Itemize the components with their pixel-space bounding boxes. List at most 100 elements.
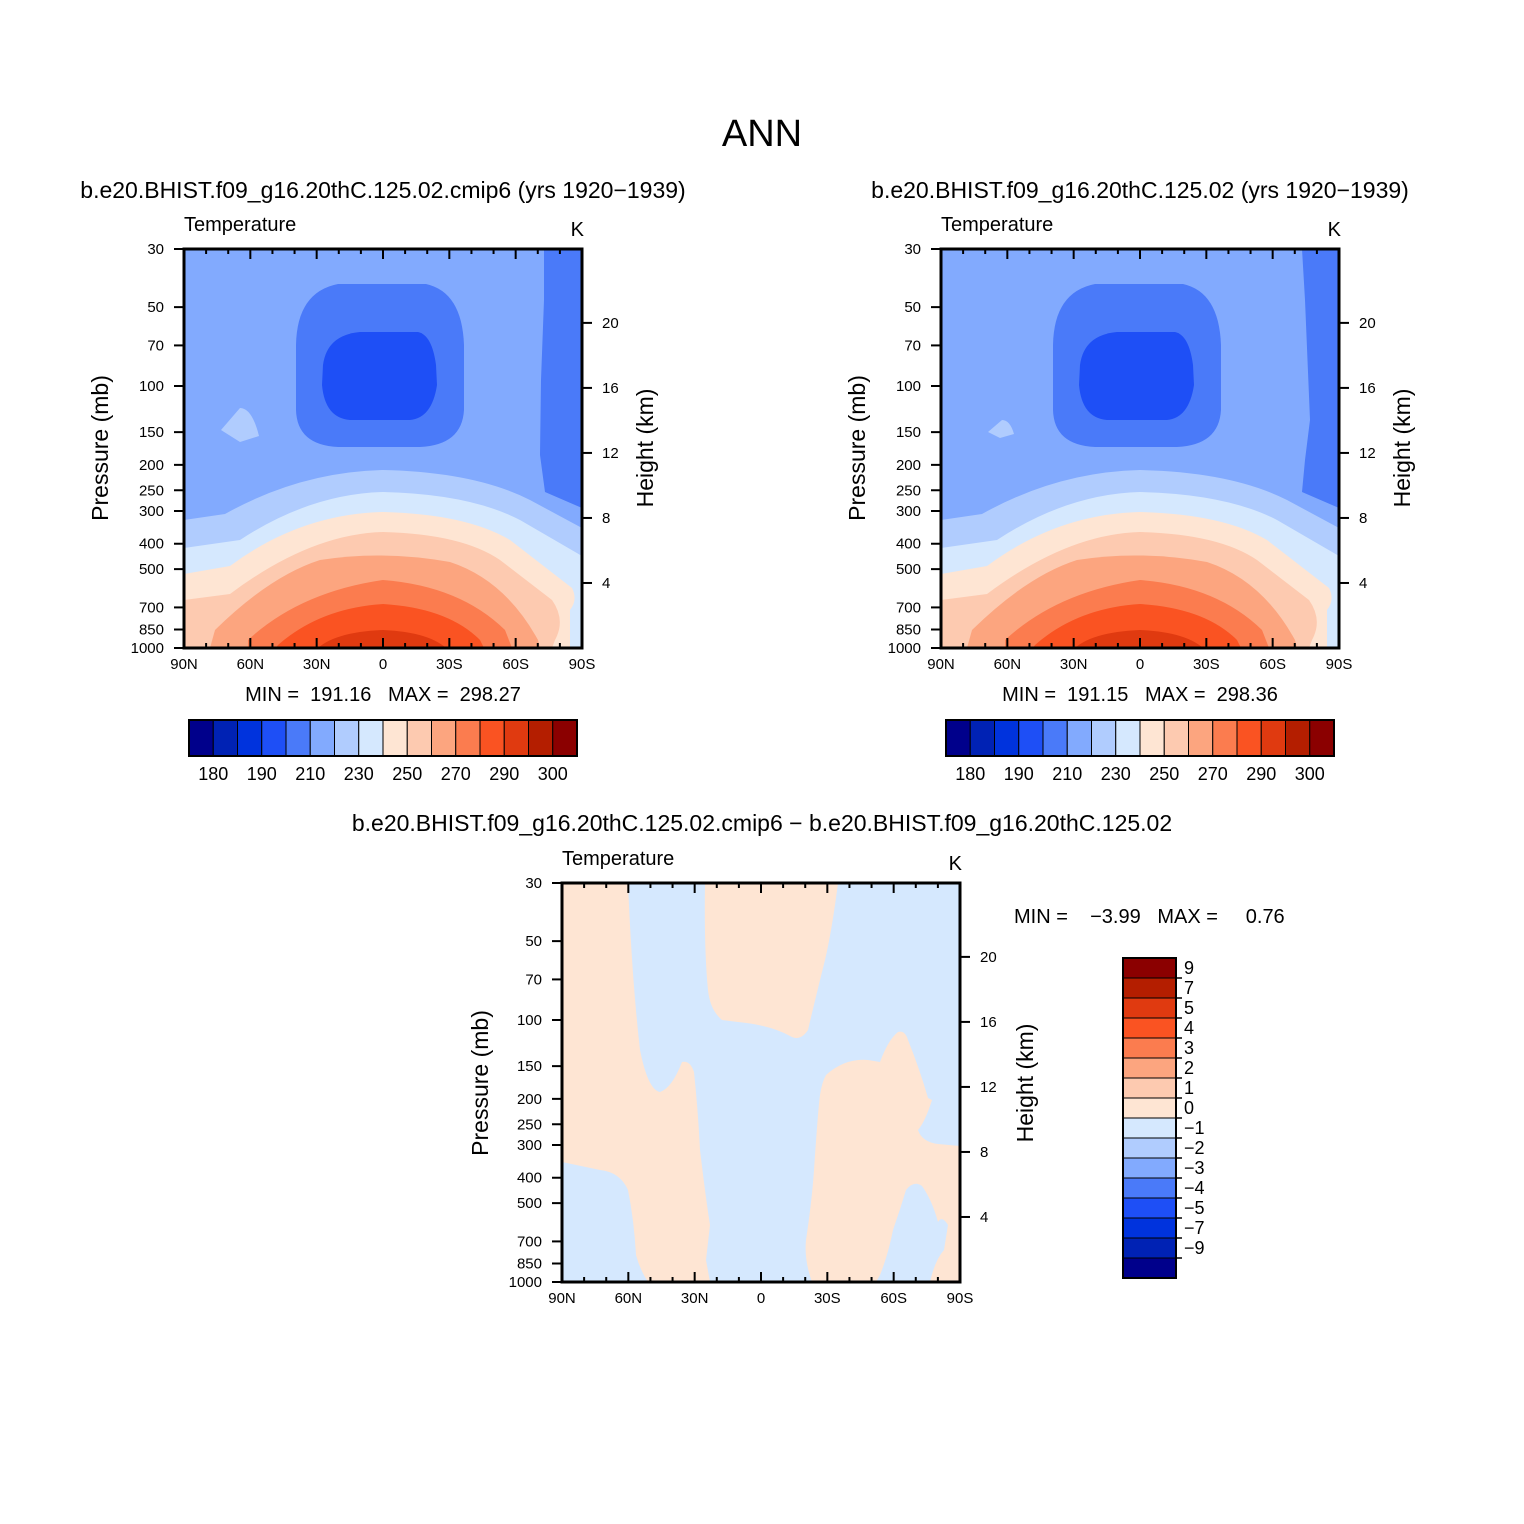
colorbar-swatch: [503, 719, 529, 757]
y-tick-label-left: 700: [517, 1233, 542, 1250]
colorbar-label: 290: [489, 764, 519, 784]
colorbar-label: −1: [1184, 1118, 1205, 1138]
panel-difference: b.e20.BHIST.f09_g16.20thC.125.02.cmip6 −…: [352, 810, 1285, 1307]
units-label: K: [949, 853, 963, 875]
x-tick-label: 30N: [303, 656, 331, 673]
ylabel-left: Pressure (mb): [844, 375, 870, 521]
x-tick-label: 30N: [681, 1290, 709, 1307]
y-tick-label-left: 500: [139, 561, 164, 578]
colorbar-swatch: [1260, 719, 1286, 757]
fill-270: [276, 604, 484, 648]
y-tick-label-left: 700: [139, 599, 164, 616]
y-tick-label-right: 16: [602, 380, 619, 397]
colorbar-label: 300: [1295, 764, 1325, 784]
y-tick-label-right: 8: [1359, 510, 1367, 527]
colorbar-swatch: [1122, 1017, 1177, 1039]
colorbar-swatch: [1066, 719, 1092, 757]
colorbar-swatch: [1285, 719, 1311, 757]
colorbar-swatch: [285, 719, 311, 757]
y-tick-label-right: 20: [980, 949, 997, 966]
y-tick-label-left: 70: [147, 337, 164, 354]
colorbar: 180 190 210 230 250 270 290 300: [945, 719, 1335, 784]
x-tick-label: 60N: [615, 1290, 643, 1307]
colorbar-swatch: [1122, 1037, 1177, 1059]
colorbar-swatch: [1122, 1177, 1177, 1199]
fill-0-1-south: [805, 1031, 960, 1282]
colorbar-swatch: [1018, 719, 1044, 757]
ylabel-right: Height (km): [632, 389, 658, 508]
panel-baseline: b.e20.BHIST.f09_g16.20thC.125.02 (yrs 19…: [844, 177, 1415, 784]
y-tick-label-left: 150: [896, 424, 921, 441]
colorbar-swatch: [1122, 1117, 1177, 1139]
y-tick-label-left: 150: [139, 424, 164, 441]
colorbar-swatch: [945, 719, 971, 757]
colorbar-swatch: [1122, 1077, 1177, 1099]
y-tick-label-left: 850: [139, 622, 164, 639]
colorbar-swatch: [1122, 1057, 1177, 1079]
x-tick-label: 90N: [927, 656, 955, 673]
y-tick-label-left: 400: [517, 1170, 542, 1187]
colorbar-swatch: [188, 719, 214, 757]
colorbar-label: 7: [1184, 978, 1194, 998]
fill-270: [1033, 604, 1241, 648]
colorbar-label: 250: [392, 764, 422, 784]
colorbar-label: 190: [1004, 764, 1034, 784]
y-tick-label-left: 100: [896, 378, 921, 395]
y-tick-label-right: 8: [602, 510, 610, 527]
colorbar-swatch: [1309, 719, 1335, 757]
colorbar-swatch: [261, 719, 287, 757]
min-max-stats: MIN = 191.16 MAX = 298.27: [245, 684, 521, 706]
axis-ticks: 90N 60N 30N 0 30S 60S 90S 30 50 70 100 150 200 250 300…: [131, 241, 619, 673]
y-tick-label-left: 50: [525, 933, 542, 950]
y-tick-label-left: 150: [517, 1058, 542, 1075]
y-tick-label-right: 8: [980, 1144, 988, 1161]
y-tick-label-left: 30: [904, 241, 921, 258]
colorbar-label: 180: [198, 764, 228, 784]
colorbar-swatch: [1042, 719, 1068, 757]
y-tick-label-left: 200: [517, 1091, 542, 1108]
x-tick-label: 0: [1136, 656, 1144, 673]
colorbar-label: −3: [1184, 1158, 1205, 1178]
colorbar-swatch: [1236, 719, 1262, 757]
y-tick-label-left: 300: [139, 503, 164, 520]
y-tick-label-left: 500: [896, 561, 921, 578]
ylabel-right: Height (km): [1389, 389, 1415, 508]
y-tick-label-left: 250: [139, 482, 164, 499]
fill-185-tropics: [322, 332, 437, 420]
variable-label: Temperature: [941, 214, 1053, 236]
colorbar-swatch: [1212, 719, 1238, 757]
colorbar-label: 210: [295, 764, 325, 784]
y-tick-label-left: 50: [147, 299, 164, 316]
y-tick-label-right: 12: [980, 1079, 997, 1096]
colorbar-swatch: [309, 719, 335, 757]
colorbar-label: 190: [247, 764, 277, 784]
y-tick-label-left: 1000: [131, 640, 164, 657]
colorbar-swatch: [1122, 957, 1177, 979]
y-tick-label-right: 12: [1359, 445, 1376, 462]
figure-title: ANN: [722, 113, 802, 155]
y-tick-label-left: 70: [525, 971, 542, 988]
colorbar-swatch: [1115, 719, 1141, 757]
y-tick-label-left: 250: [517, 1116, 542, 1133]
units-label: K: [571, 219, 585, 241]
x-tick-label: 30S: [1193, 656, 1220, 673]
colorbar-swatch: [237, 719, 263, 757]
y-tick-label-left: 400: [139, 536, 164, 553]
colorbar-label: 250: [1149, 764, 1179, 784]
variable-label: Temperature: [184, 214, 296, 236]
y-tick-label-left: 250: [896, 482, 921, 499]
colorbar-swatch: [1163, 719, 1189, 757]
y-tick-label-right: 12: [602, 445, 619, 462]
colorbar-label: 9: [1184, 958, 1194, 978]
panel-cmip6: b.e20.BHIST.f09_g16.20thC.125.02.cmip6 (…: [80, 177, 685, 784]
colorbar-swatch: [479, 719, 505, 757]
contour-field: [562, 883, 960, 1282]
x-tick-label: 30S: [814, 1290, 841, 1307]
colorbar-label: 230: [1101, 764, 1131, 784]
contour-field: [941, 249, 1339, 648]
x-tick-label: 60N: [237, 656, 265, 673]
y-tick-label-right: 4: [602, 575, 610, 592]
y-tick-label-left: 400: [896, 536, 921, 553]
fill-185-tropics: [1079, 332, 1194, 420]
